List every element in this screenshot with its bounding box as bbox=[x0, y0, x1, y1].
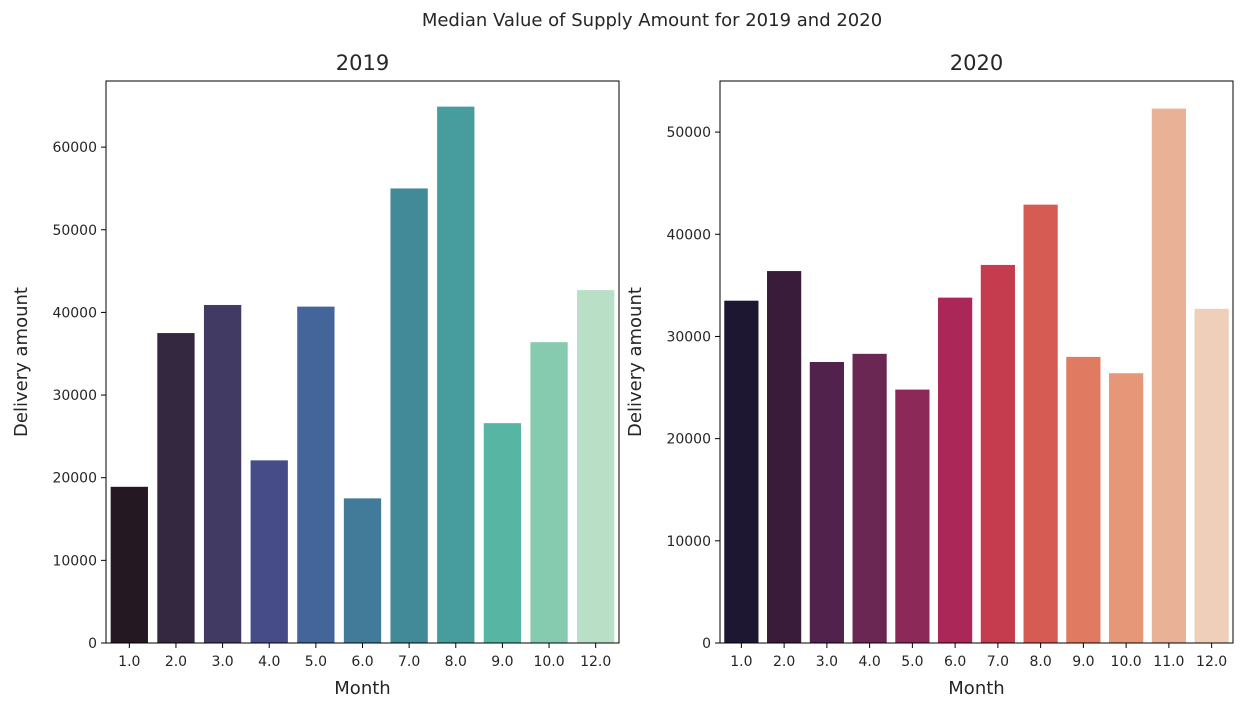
chart-2020-bar-9.0 bbox=[1066, 356, 1101, 643]
chart-2020-xtick-label: 12.0 bbox=[1196, 654, 1227, 670]
figure-title: Median Value of Supply Amount for 2019 a… bbox=[422, 10, 882, 31]
chart-2020-axes-frame bbox=[719, 80, 1234, 644]
chart-2020-ytick-label: 0 bbox=[702, 636, 711, 652]
chart-2020-ytick-label: 20000 bbox=[666, 432, 711, 448]
chart-2020-xtick-label: 3.0 bbox=[816, 654, 838, 670]
chart-2020-ytick-label: 30000 bbox=[666, 329, 711, 345]
chart-2019-xtick-label: 2.0 bbox=[165, 654, 187, 670]
chart-2020-xtick-label: 7.0 bbox=[987, 654, 1009, 670]
chart-2020-xtick-label: 9.0 bbox=[1072, 654, 1094, 670]
chart-2020-xtick-label: 8.0 bbox=[1029, 654, 1051, 670]
chart-2020-bar-12.0 bbox=[1194, 308, 1229, 643]
chart-2020-ytick-label: 10000 bbox=[666, 534, 711, 550]
chart-2020-ytick-label: 50000 bbox=[666, 125, 711, 141]
chart-2020-bar-2.0 bbox=[767, 271, 802, 643]
chart-2019-bar-8.0 bbox=[437, 106, 475, 644]
chart-2020-bar-3.0 bbox=[809, 362, 844, 643]
chart-2019-xtick-label: 6.0 bbox=[351, 654, 373, 670]
chart-2019-xtick-label: 3.0 bbox=[211, 654, 233, 670]
chart-2019-bar-5.0 bbox=[297, 306, 335, 643]
chart-2019-bar-6.0 bbox=[343, 498, 382, 643]
chart-2020-bar-6.0 bbox=[938, 297, 973, 643]
chart-2019-xtick-label: 5.0 bbox=[305, 654, 327, 670]
chart-2020-xtick-label: 1.0 bbox=[730, 654, 752, 670]
chart-2019-bar-10.0 bbox=[530, 342, 568, 643]
chart-2019-bar-2.0 bbox=[157, 333, 195, 643]
chart-2019-xtick-label: 10.0 bbox=[533, 654, 564, 670]
chart-2020-xtick-label: 2.0 bbox=[773, 654, 795, 670]
chart-2019-ytick-label: 20000 bbox=[52, 471, 97, 487]
chart-2020-ytick-label: 40000 bbox=[666, 227, 711, 243]
chart-2019-bar-3.0 bbox=[203, 304, 242, 643]
chart-2019-ytick-label: 50000 bbox=[52, 223, 97, 239]
chart-2019-xtick-label: 4.0 bbox=[258, 654, 280, 670]
chart-2020-panel: 1.0 2.0 3.0 4.0 5.0 6.0 7.0 8.0 9.0 10.0 11.0 12.0 0… bbox=[625, 51, 1234, 699]
chart-2020-xtick-label: 6.0 bbox=[944, 654, 966, 670]
chart-2019-ylabel: Delivery amount bbox=[11, 287, 32, 437]
chart-2020-xtick-label: 11.0 bbox=[1153, 654, 1184, 670]
chart-2020-bar-10.0 bbox=[1109, 373, 1144, 643]
chart-2019-xtick-label: 8.0 bbox=[445, 654, 467, 670]
chart-2020-xlabel: Month bbox=[948, 678, 1004, 699]
chart-2019-title: 2019 bbox=[336, 51, 389, 75]
chart-2019-ytick-label: 40000 bbox=[52, 305, 97, 321]
chart-2020-bar-8.0 bbox=[1023, 204, 1058, 643]
chart-2020-bar-4.0 bbox=[852, 353, 887, 643]
chart-2020-xtick-label: 10.0 bbox=[1111, 654, 1142, 670]
chart-2019-bar-4.0 bbox=[250, 460, 288, 643]
chart-2019-bar-1.0 bbox=[110, 486, 148, 643]
chart-2019-ytick-label: 0 bbox=[88, 636, 97, 652]
chart-2019-xtick-label: 1.0 bbox=[118, 654, 140, 670]
chart-2019-bar-7.0 bbox=[390, 188, 428, 643]
chart-2019-xlabel: Month bbox=[334, 678, 390, 699]
chart-2020-title: 2020 bbox=[950, 51, 1003, 75]
chart-2019-bar-9.0 bbox=[483, 423, 522, 643]
chart-2019-ytick-label: 60000 bbox=[52, 140, 97, 156]
chart-2019-xtick-label: 9.0 bbox=[491, 654, 513, 670]
chart-2019-bar-12.0 bbox=[577, 290, 615, 643]
chart-2020-ylabel: Delivery amount bbox=[625, 287, 646, 437]
chart-2020-bar-7.0 bbox=[980, 264, 1015, 643]
chart-2019-xtick-label: 7.0 bbox=[398, 654, 420, 670]
chart-2020-bar-5.0 bbox=[895, 389, 930, 643]
chart-2019-xtick-label: 12.0 bbox=[580, 654, 611, 670]
chart-2019-panel: 1.0 2.0 3.0 4.0 5.0 6.0 7.0 8.0 9.0 10.0 12.0 0 1000… bbox=[11, 51, 620, 699]
chart-2019-ytick-label: 10000 bbox=[52, 553, 97, 569]
chart-2019-ytick-label: 30000 bbox=[52, 388, 97, 404]
chart-2020-bar-1.0 bbox=[724, 300, 759, 643]
chart-2020-bar-11.0 bbox=[1151, 108, 1186, 644]
chart-2020-xtick-label: 5.0 bbox=[901, 654, 923, 670]
chart-2020-xtick-label: 4.0 bbox=[858, 654, 880, 670]
